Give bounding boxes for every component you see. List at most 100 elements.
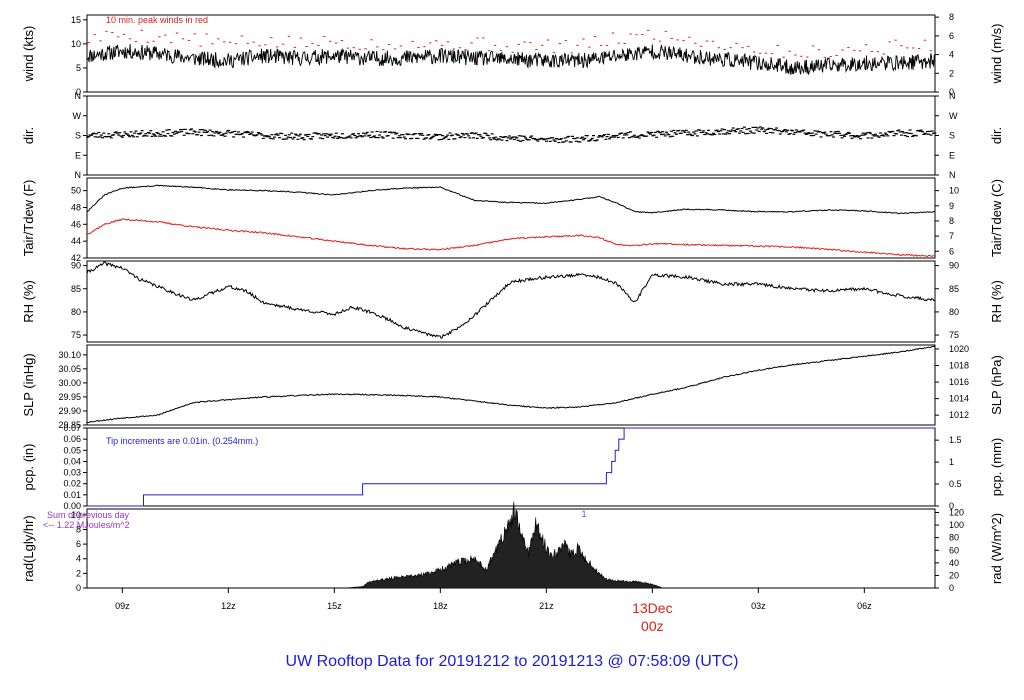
pcp-left-tick-label: 0.04 [63, 456, 81, 466]
rad-right-tick-label: 40 [949, 558, 959, 568]
dir-right-tick-label: N [949, 91, 956, 101]
dir-ylabel-left: dir. [21, 127, 36, 144]
panel-temp: 42 44 46 48 50 6 7 8 9 10 Tair/Tdew (F) Tair/Tdew (… [21, 177, 1004, 263]
wind-left-tick-label: 0 [76, 87, 81, 97]
rh-left-tick-label: 85 [71, 284, 81, 294]
rad-left-tick-label: 10 [71, 510, 81, 520]
rad-right-tick-label: 20 [949, 570, 959, 580]
panel-rh: 75 80 85 90 75 80 85 90 RH (%) RH (%) [21, 260, 1004, 343]
x-tick-label: 15z [327, 601, 342, 611]
dir-left-tick-label: W [73, 111, 82, 121]
rh-left-tick-label: 90 [71, 261, 81, 271]
temp-right-tick-label: 10 [949, 186, 959, 196]
pcp-left-tick-label: 0.00 [63, 501, 81, 511]
rad-ylabel-right: rad (W/m^2) [989, 513, 1004, 584]
wind-right-tick-label: 4 [949, 50, 954, 60]
wind-left-tick-label: 15 [71, 15, 81, 25]
dir-right-tick-label: N [949, 170, 956, 180]
rad-right-tick-label: 80 [949, 533, 959, 543]
pcp-left-tick-label: 0.03 [63, 468, 81, 478]
x-axis: 09z 12z 15z 18z 21z 13Dec 00z 03z 06z [115, 588, 872, 634]
wind-right-tick-label: 2 [949, 68, 954, 78]
temp-ylabel-right: Tair/Tdew (C) [989, 179, 1004, 257]
slp-left-tick-label: 30.10 [58, 350, 81, 360]
wind-frame [86, 14, 936, 93]
rad-right-tick-label: 0 [949, 583, 954, 593]
slp-left-tick-label: 29.90 [58, 406, 81, 416]
rad-left-tick-label: 0 [76, 583, 81, 593]
rad-left-tick-label: 6 [76, 539, 81, 549]
rh-right-tick-label: 85 [949, 284, 959, 294]
panel-slp: 29.85 29.90 29.95 30.00 30.05 30.10 1012 1014 10… [21, 344, 1004, 430]
x-tick-label: 21z [539, 601, 554, 611]
rad-right-tick-label: 100 [949, 520, 964, 530]
wind-annotation: 10 min. peak winds in red [106, 15, 208, 25]
pcp-left-tick-label: 0.01 [63, 490, 81, 500]
temp-frame [86, 177, 936, 259]
slp-right-tick-label: 1020 [949, 344, 969, 354]
dir-left-tick-label: N [75, 91, 82, 101]
temp-right-tick-label: 8 [949, 216, 954, 226]
temp-left-tick-label: 42 [71, 253, 81, 263]
panel-wind: 0 5 10 15 0 2 4 6 8 wind (kts) wind (m/s) 10 min. p… [21, 12, 1004, 97]
pcp-ylabel-right: pcp. (mm) [989, 438, 1004, 497]
rh-frame [86, 260, 936, 343]
slp-left-tick-label: 30.00 [58, 378, 81, 388]
pcp-right-tick-label: 0.5 [949, 479, 962, 489]
rh-left-tick-label: 80 [71, 307, 81, 317]
slp-ylabel-left: SLP (inHg) [21, 353, 36, 416]
pcp-left-tick-label: 0.02 [63, 479, 81, 489]
dir-left-tick-label: E [75, 150, 81, 160]
wind-ylabel-right: wind (m/s) [989, 24, 1004, 85]
tair-line [86, 184, 936, 215]
wind-right-tick-label: 8 [949, 12, 954, 22]
tdew-line [86, 218, 936, 258]
slp-right-tick-label: 1018 [949, 360, 969, 370]
rh-left-tick-label: 75 [71, 330, 81, 340]
dir-left-tick-label: N [75, 170, 82, 180]
pcp-line [87, 427, 935, 507]
slp-left-tick-label: 29.85 [58, 420, 81, 430]
wind-left-tick-label: 5 [76, 63, 81, 73]
x-tick-label-hour: 00z [641, 618, 664, 634]
dir-left-tick-label: S [75, 131, 81, 141]
x-tick-label: 03z [751, 601, 766, 611]
pcp-left-tick-label: 0.06 [63, 434, 81, 444]
rh-ylabel-right: RH (%) [989, 280, 1004, 323]
slp-right-tick-label: 1016 [949, 377, 969, 387]
rh-line [86, 261, 936, 339]
rh-right-tick-label: 80 [949, 307, 959, 317]
slp-left-tick-label: 29.95 [58, 392, 81, 402]
wind-ylabel-left: wind (kts) [21, 26, 36, 83]
slp-left-tick-label: 30.05 [58, 364, 81, 374]
pcp-right-tick-label: 1.5 [949, 435, 962, 445]
rad-area [344, 501, 663, 589]
pcp-right-tick-label: 1 [949, 457, 954, 467]
rad-left-tick-label: 8 [76, 524, 81, 534]
rad-annotation-line1: Sum of previous day [47, 510, 130, 520]
dir-ylabel-right: dir. [989, 127, 1004, 144]
rad-ylabel-left: rad(Lgly/hr) [21, 515, 36, 581]
x-tick-label: 09z [115, 601, 130, 611]
panel-pcp: 0.000.010.020.03 0.040.050.060.07 0 0.5 1 1.5… [21, 423, 1004, 511]
wind-left-tick-label: 10 [71, 39, 81, 49]
pcp-annotation: Tip increments are 0.01in. (0.254mm.) [106, 436, 258, 446]
pcp-left-tick-label: 0.05 [63, 445, 81, 455]
rad-left-tick-label: 2 [76, 568, 81, 578]
x-tick-label: 12z [221, 601, 236, 611]
pcp-right-tick-label: 0 [949, 501, 954, 511]
x-tick-label: 18z [433, 601, 448, 611]
temp-right-tick-label: 6 [949, 246, 954, 256]
rad-right-tick-label: 120 [949, 508, 964, 518]
slp-right-tick-label: 1014 [949, 394, 969, 404]
slp-ylabel-right: SLP (hPa) [989, 355, 1004, 415]
temp-right-tick-label: 7 [949, 231, 954, 241]
page-title: UW Rooftop Data for 20191212 to 20191213… [286, 653, 739, 670]
wind-right-tick-label: 0 [949, 87, 954, 97]
pcp-left-tick-label: 0.07 [63, 423, 81, 433]
temp-left-tick-label: 46 [71, 219, 81, 229]
